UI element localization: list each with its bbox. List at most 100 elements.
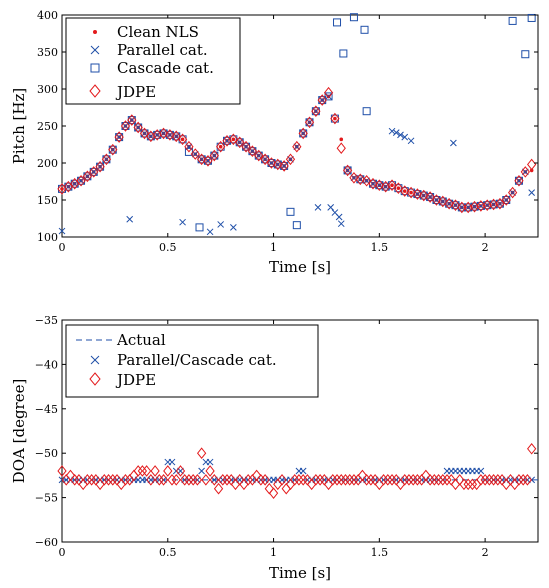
doa-jdpe-point	[277, 474, 287, 486]
pitch-data-marks	[57, 13, 537, 236]
doa-jdpe-point	[184, 474, 194, 486]
pitch-jdpe-point	[393, 182, 404, 194]
pitch-jdpe-point	[285, 153, 296, 166]
pitch-clean-nls-point	[180, 137, 185, 142]
pitch-jdpe-point	[273, 158, 283, 171]
legend-parallel-cascade-label: Parallel/Cascade cat.	[117, 351, 277, 369]
doa-jdpe-point	[120, 474, 131, 486]
pitch-jdpe-point	[241, 140, 251, 153]
doa-jdpe-point	[433, 474, 444, 486]
doa-y-tick-label: −50	[35, 447, 58, 460]
doa-data-marks	[57, 442, 538, 499]
doa-jdpe-point	[82, 474, 93, 486]
doa-jdpe-point	[340, 474, 351, 486]
pitch-clean-nls-point	[339, 137, 344, 142]
pitch-parallel-cat-point	[179, 218, 186, 226]
doa-jdpe-point	[311, 474, 321, 486]
doa-jdpe-point	[201, 474, 211, 486]
doa-jdpe-point	[421, 469, 431, 482]
pitch-jdpe-point	[127, 114, 137, 126]
pitch-jdpe-point	[228, 133, 239, 146]
doa-jdpe-point	[408, 474, 418, 486]
pitch-parallel-cat-point	[401, 133, 409, 141]
pitch-clean-nls-point	[529, 168, 534, 173]
doa-parallel-cascade-cat-point	[206, 458, 214, 466]
pitch-clean-nls-point	[396, 186, 401, 190]
pitch-cascade-cat-point	[360, 25, 369, 34]
doa-jdpe-point	[243, 474, 253, 486]
doa-jdpe-point	[332, 474, 342, 486]
doa-jdpe-point	[446, 474, 456, 486]
pitch-jdpe-point	[70, 177, 80, 190]
pitch-jdpe-point	[279, 160, 289, 172]
pitch-cascade-cat-point	[333, 18, 342, 27]
pitch-cascade-cat-point	[521, 50, 530, 59]
pitch-jdpe-point	[419, 189, 429, 202]
pitch-jdpe-point	[450, 199, 461, 211]
pitch-jdpe-point	[444, 197, 454, 210]
doa-jdpe-point	[425, 474, 435, 486]
pitch-jdpe-point	[209, 149, 219, 162]
doa-jdpe-point	[74, 474, 84, 486]
doa-y-tick-label: −60	[35, 536, 58, 549]
pitch-jdpe-point	[514, 174, 524, 187]
pitch-jdpe-point	[120, 120, 131, 132]
doa-x-tick-label: 0.5	[159, 546, 177, 559]
legend-actual-label: Actual	[116, 331, 166, 349]
pitch-clean-nls-point	[333, 116, 337, 121]
doa-y-tick-label: −45	[35, 403, 58, 416]
doa-jdpe-point	[518, 474, 528, 486]
pitch-parallel-cat-point	[388, 127, 396, 135]
doa-jdpe-point	[57, 465, 67, 477]
pitch-jdpe-point	[165, 129, 175, 141]
pitch-y-axis-label: Pitch [Hz]	[10, 88, 28, 164]
pitch-jdpe-point	[349, 171, 359, 184]
doa-jdpe-point	[349, 474, 359, 486]
pitch-jdpe-point	[89, 166, 99, 178]
legend-parallel-marker	[90, 45, 100, 55]
pitch-x-axis-label: Time [s]	[269, 258, 331, 276]
pitch-cascade-cat-point	[508, 16, 517, 25]
doa-jdpe-point	[251, 469, 262, 482]
pitch-jdpe-point	[247, 145, 258, 157]
doa-y-tick-label: −40	[35, 358, 58, 371]
doa-jdpe-point	[213, 482, 224, 495]
legend-clean-nls-label: Clean NLS	[117, 23, 199, 41]
doa-jdpe-point	[463, 478, 473, 491]
pitch-jdpe-point	[304, 116, 315, 129]
doa-x-axis-label: Time [s]	[269, 564, 331, 582]
doa-jdpe-point	[438, 474, 448, 486]
doa-jdpe-point	[192, 474, 203, 486]
pitch-jdpe-point	[298, 127, 308, 140]
pitch-axis-ticks: 0 0.5 1 1.5 2 100 150 200 250 300 350 400	[37, 9, 538, 254]
pitch-clean-nls-point	[60, 187, 64, 191]
pitch-y-tick-label: 100	[37, 231, 58, 244]
doa-jdpe-point	[361, 474, 372, 486]
doa-parallel-cascade-cat-point	[299, 467, 307, 475]
doa-jdpe-point	[514, 474, 524, 486]
pitch-jdpe-point	[361, 174, 372, 187]
pitch-jdpe-point	[216, 140, 226, 153]
doa-jdpe-point	[298, 474, 308, 486]
pitch-x-tick-label: 1.5	[371, 241, 389, 254]
pitch-jdpe-point	[457, 201, 467, 214]
doa-parallel-cascade-cat-point	[198, 467, 205, 475]
doa-jdpe-point	[99, 474, 109, 486]
doa-jdpe-point	[302, 474, 313, 486]
doa-jdpe-point	[264, 482, 274, 495]
pitch-clean-nls-point	[218, 144, 223, 149]
doa-parallel-cascade-cat-point	[168, 458, 176, 466]
doa-jdpe-point	[497, 474, 507, 486]
pitch-cascade-cat-point	[292, 221, 301, 230]
pitch-parallel-cat-point	[528, 189, 536, 196]
pitch-jdpe-point	[184, 140, 194, 153]
pitch-parallel-cat-point	[337, 220, 345, 228]
doa-jdpe-point	[91, 474, 101, 486]
doa-jdpe-point	[387, 474, 397, 486]
doa-jdpe-point	[328, 474, 338, 486]
pitch-jdpe-point	[406, 186, 416, 199]
doa-jdpe-point	[412, 474, 423, 486]
pitch-jdpe-point	[196, 153, 207, 166]
pitch-jdpe-point	[171, 130, 181, 143]
pitch-parallel-cat-point	[58, 227, 66, 235]
